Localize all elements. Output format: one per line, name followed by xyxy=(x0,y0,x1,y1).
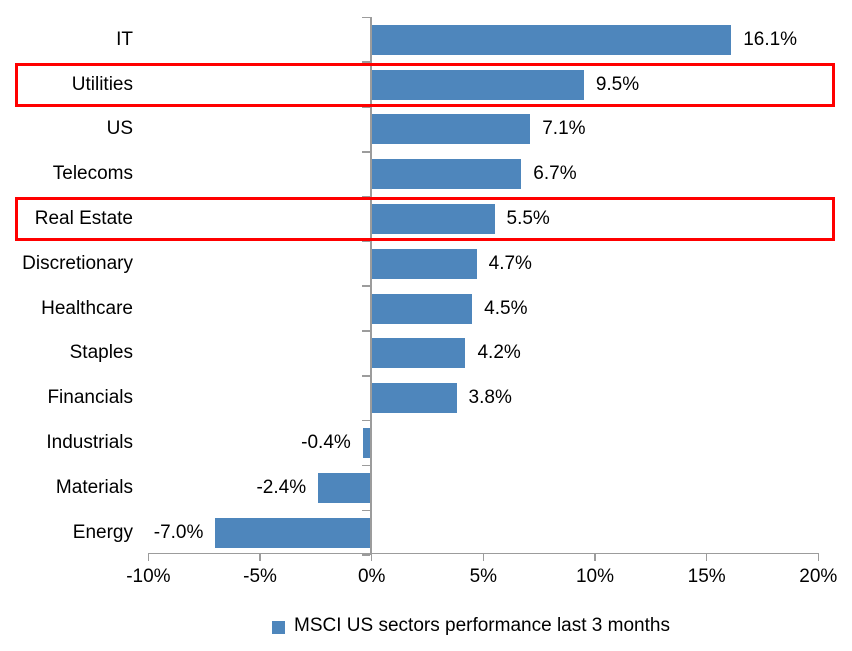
category-label: Materials xyxy=(55,476,133,498)
category-label: Telecoms xyxy=(52,163,133,185)
highlight-box-real-estate xyxy=(15,196,835,241)
category-label: US xyxy=(106,118,133,140)
value-axis-tick xyxy=(147,554,150,562)
category-label: Industrials xyxy=(46,432,133,454)
bar xyxy=(371,114,531,145)
value-label: 4.7% xyxy=(488,252,532,274)
category-axis-tick xyxy=(362,16,371,19)
value-label: 4.5% xyxy=(484,297,528,319)
category-axis-line xyxy=(369,17,372,556)
legend-label: MSCI US sectors performance last 3 month… xyxy=(294,615,670,636)
bar xyxy=(371,248,477,279)
category-axis-tick xyxy=(362,285,371,287)
category-axis-tick xyxy=(362,150,371,153)
bar xyxy=(362,428,372,459)
bar xyxy=(371,203,495,234)
bar xyxy=(371,293,473,324)
value-axis-tick-label: 0% xyxy=(357,566,386,587)
category-label: Utilities xyxy=(71,73,133,95)
category-label: Discretionary xyxy=(22,252,133,274)
value-axis-line xyxy=(148,552,820,555)
category-label: Energy xyxy=(72,521,133,543)
category-axis-tick xyxy=(362,195,371,198)
category-axis-tick xyxy=(362,554,371,556)
value-label: -2.4% xyxy=(256,476,307,498)
value-label: -0.4% xyxy=(301,432,351,454)
bar xyxy=(371,69,584,100)
bar xyxy=(318,472,372,503)
legend: MSCI US sectors performance last 3 month… xyxy=(90,611,852,641)
category-axis-tick xyxy=(362,509,371,512)
category-axis-tick xyxy=(362,61,371,63)
category-label: Real Estate xyxy=(34,207,133,229)
value-axis-tick xyxy=(594,554,596,562)
value-axis-tick xyxy=(482,554,485,562)
category-axis-tick xyxy=(362,419,371,422)
category-axis-tick xyxy=(362,240,371,243)
value-label: 4.2% xyxy=(477,342,521,364)
bar xyxy=(371,159,522,190)
legend-marker-square-icon xyxy=(272,620,286,634)
value-label: 5.5% xyxy=(506,207,550,229)
value-label: 3.8% xyxy=(468,387,512,409)
value-axis-tick-label: 10% xyxy=(575,566,615,587)
category-axis-tick xyxy=(362,106,371,108)
value-label: 16.1% xyxy=(743,28,798,50)
value-axis-tick xyxy=(259,554,261,562)
value-axis-tick-label: 5% xyxy=(469,566,498,587)
bar xyxy=(371,24,732,55)
category-label: Financials xyxy=(47,387,133,409)
bar xyxy=(371,383,457,414)
category-axis-tick xyxy=(362,375,371,377)
category-axis-tick xyxy=(362,464,371,467)
value-label: 9.5% xyxy=(595,73,640,95)
value-axis-tick-label: 15% xyxy=(687,566,726,587)
value-label: 6.7% xyxy=(533,163,577,185)
value-axis-tick xyxy=(705,554,708,562)
category-label: IT xyxy=(116,28,133,50)
bar xyxy=(371,338,466,369)
category-axis-tick xyxy=(362,330,371,332)
value-axis-tick-label: -10% xyxy=(126,566,171,587)
value-axis-tick-label: -5% xyxy=(243,566,277,587)
highlight-box-utilities xyxy=(15,62,835,107)
value-label: -7.0% xyxy=(153,521,204,543)
value-axis-tick xyxy=(370,554,373,562)
category-label: Healthcare xyxy=(41,297,133,319)
value-axis-tick-label: 20% xyxy=(799,566,838,587)
value-axis-tick xyxy=(817,554,820,562)
bar xyxy=(215,517,372,548)
value-label: 7.1% xyxy=(542,118,586,140)
category-label: Staples xyxy=(69,342,133,364)
